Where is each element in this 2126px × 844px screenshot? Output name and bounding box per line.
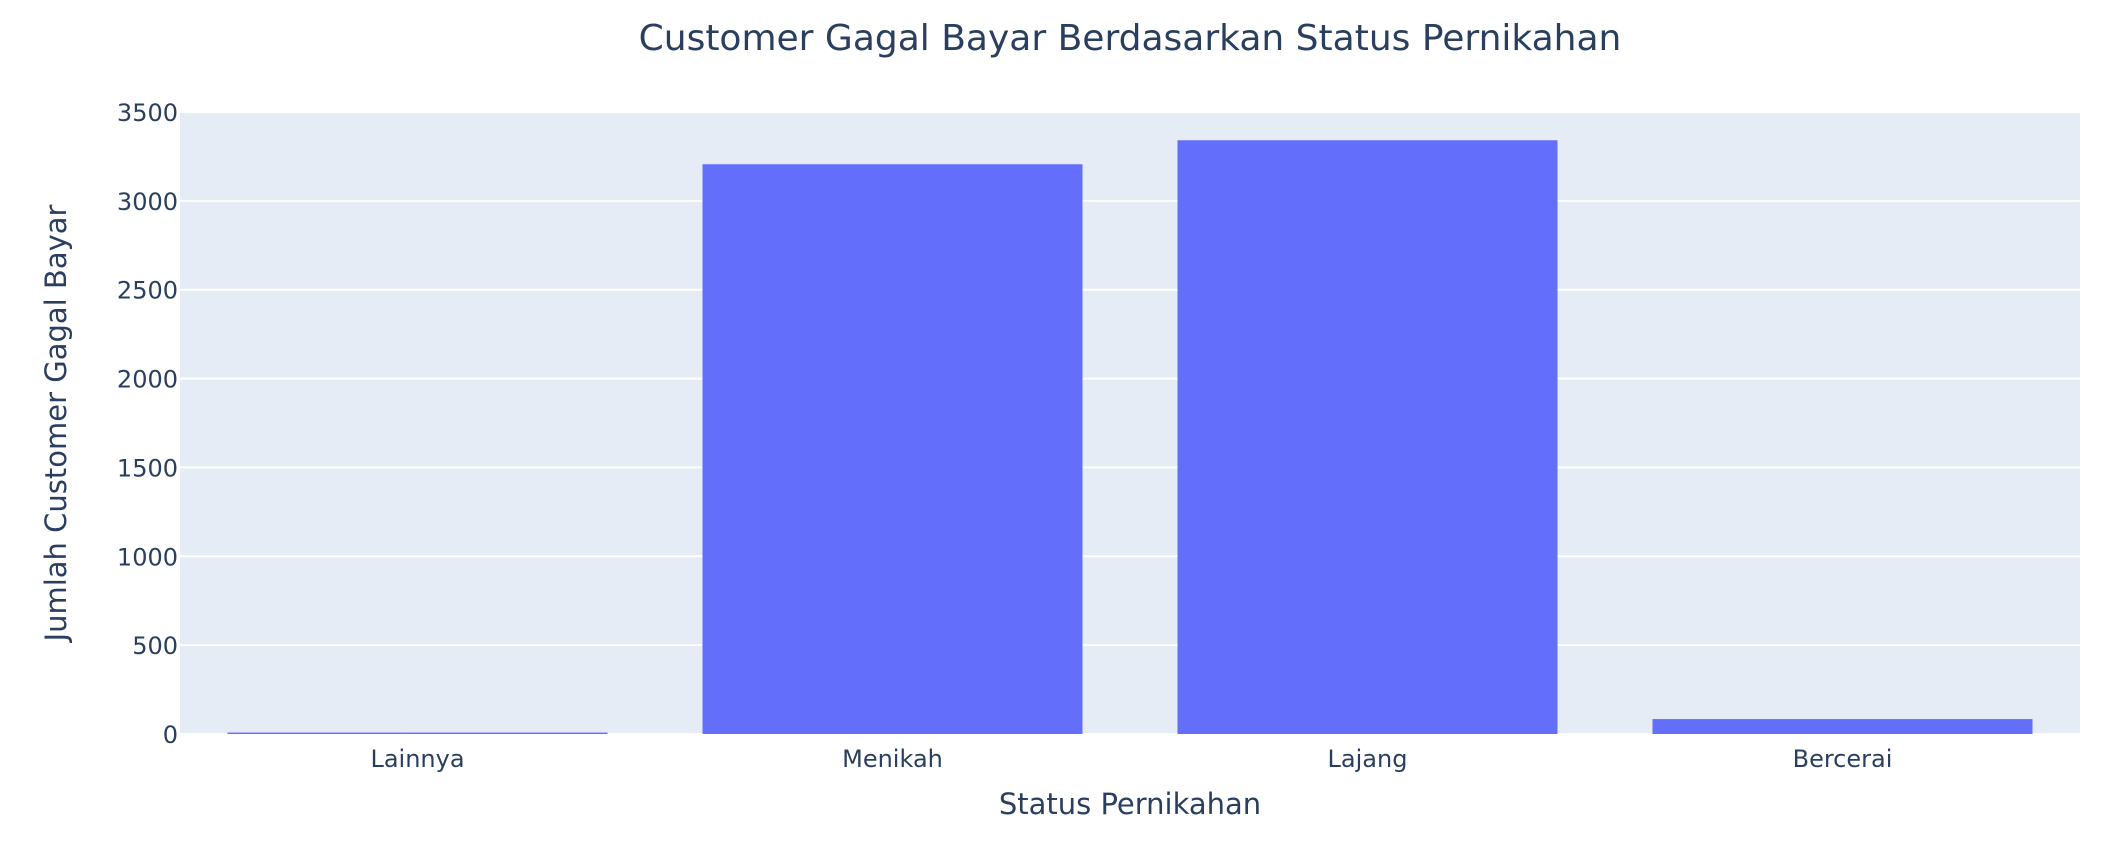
bar-lainnya[interactable] bbox=[227, 732, 608, 734]
y-tick-label: 2500 bbox=[117, 277, 178, 305]
bar-bercerai[interactable] bbox=[1652, 719, 2033, 734]
x-axis-title: Status Pernikahan bbox=[999, 787, 1261, 821]
x-tick-label: Lajang bbox=[1328, 745, 1408, 773]
y-tick-label: 500 bbox=[132, 632, 178, 660]
y-tick-label: 3500 bbox=[117, 99, 178, 127]
y-tick-label: 2000 bbox=[117, 366, 178, 394]
y-tick-label: 1500 bbox=[117, 454, 178, 482]
y-axis-ticks: 0 500 1000 1500 2000 2500 3000 3500 bbox=[117, 99, 178, 749]
bar-lajang[interactable] bbox=[1177, 140, 1558, 734]
gridlines bbox=[180, 111, 2080, 735]
x-tick-label: Bercerai bbox=[1793, 745, 1893, 773]
chart-title: Customer Gagal Bayar Berdasarkan Status … bbox=[639, 18, 1622, 59]
plot-background bbox=[180, 112, 2080, 734]
bar-menikah[interactable] bbox=[702, 164, 1083, 735]
x-axis-ticks: Lainnya Menikah Lajang Bercerai bbox=[370, 745, 1892, 773]
x-tick-label: Lainnya bbox=[370, 745, 464, 773]
y-axis-title: Jumlah Customer Gagal Bayar bbox=[39, 204, 73, 643]
y-tick-label: 1000 bbox=[117, 543, 178, 571]
y-tick-label: 3000 bbox=[117, 188, 178, 216]
bars bbox=[227, 140, 2033, 735]
x-tick-label: Menikah bbox=[842, 745, 943, 773]
y-tick-label: 0 bbox=[163, 721, 178, 749]
